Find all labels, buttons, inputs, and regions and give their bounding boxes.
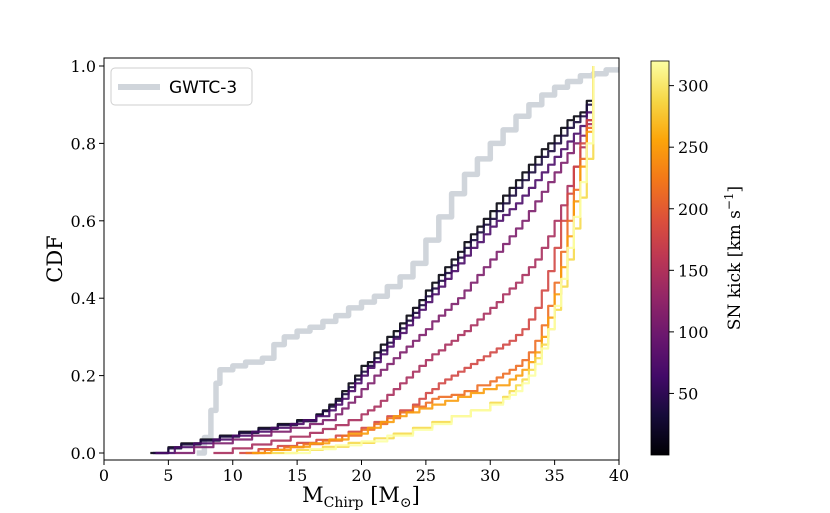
x-tick-label: 40 xyxy=(609,466,629,485)
series-layer xyxy=(150,66,619,456)
series-line-kick-145 xyxy=(213,66,595,455)
x-tick-label: 10 xyxy=(223,466,243,485)
colorbar-tick-label: 50 xyxy=(678,384,698,403)
x-axis-ticks: 0 5 10 15 20 25 30 35 40 xyxy=(99,460,629,485)
x-tick-label: 0 xyxy=(99,466,109,485)
y-axis-ticks: 0.0 0.2 0.4 0.6 0.8 1.0 xyxy=(71,57,104,463)
x-tick-label: 35 xyxy=(544,466,564,485)
colorbar-tick-label: 300 xyxy=(678,77,709,96)
y-axis-label: CDF xyxy=(43,235,67,282)
colorbar-ticks: 50 100 150 200 250 300 xyxy=(669,77,709,403)
series-line-kick-110 xyxy=(174,66,595,455)
legend: GWTC-3 xyxy=(110,67,253,106)
colorbar-label: SN kick [km s−1] xyxy=(722,186,745,330)
series-line-gwtc3 xyxy=(196,67,619,456)
y-tick-label: 0.0 xyxy=(71,444,96,463)
y-tick-label: 0.6 xyxy=(71,212,96,231)
series-line-kick-250 xyxy=(252,66,595,455)
series-line-kick-35 xyxy=(152,66,595,455)
x-axis-label: MChirp [M⊙] xyxy=(302,483,420,511)
x-tick-label: 25 xyxy=(416,466,436,485)
x-tick-label: 20 xyxy=(351,466,371,485)
colorbar-tick-label: 250 xyxy=(678,138,709,157)
legend-frame xyxy=(110,67,253,106)
x-tick-label: 5 xyxy=(163,466,173,485)
colorbar-tick-label: 150 xyxy=(678,261,709,280)
series-line-kick-290 xyxy=(271,66,595,455)
colorbar-tick-label: 100 xyxy=(678,323,709,342)
y-tick-label: 0.4 xyxy=(71,289,96,308)
y-tick-label: 1.0 xyxy=(71,57,96,76)
x-tick-label: 15 xyxy=(287,466,307,485)
x-tick-label: 30 xyxy=(480,466,500,485)
y-tick-label: 0.2 xyxy=(71,367,96,386)
series-line-kick-320 xyxy=(284,66,595,455)
colorbar: 50 100 150 200 250 300 SN kick [km s−1] xyxy=(650,60,745,456)
colorbar-gradient xyxy=(650,60,670,456)
series-line-kick-70 xyxy=(155,66,595,455)
colorbar-tick-label: 200 xyxy=(678,200,709,219)
y-tick-label: 0.8 xyxy=(71,134,96,153)
legend-gwtc3-label: GWTC-3 xyxy=(169,78,237,98)
